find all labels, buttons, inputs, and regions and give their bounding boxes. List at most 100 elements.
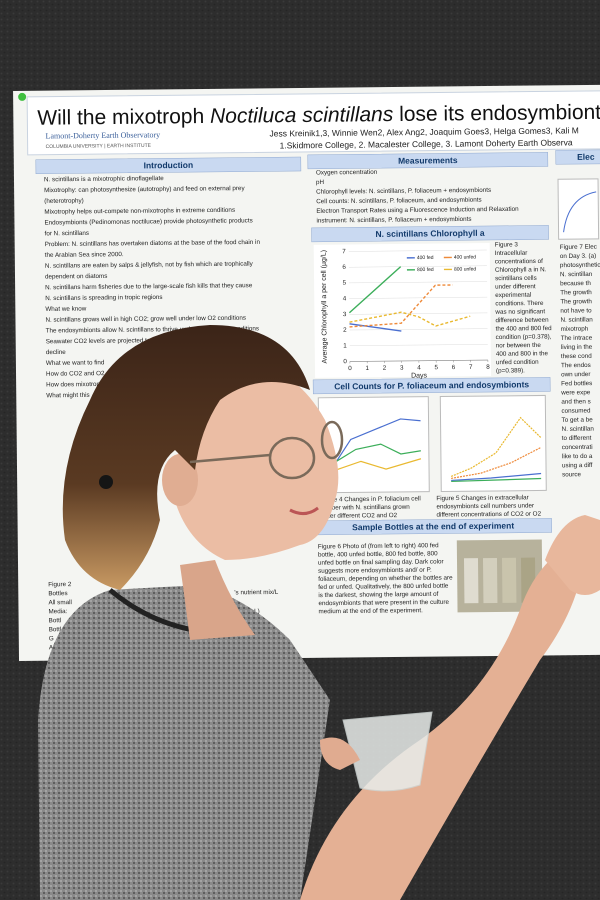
series-line [349,311,471,327]
y-tick-label: 6 [342,264,346,271]
x-tick-label: 8 [486,364,490,371]
section-line: The intrace [561,335,593,342]
section-line: own under [561,371,590,378]
y-tick-label: 2 [343,327,347,334]
cup [342,711,433,792]
section-line: fed or unfed. Qualitatively, the 800 unf… [318,583,449,591]
section-line: Fed bottles [561,380,592,387]
section-line: 400 and 800 in the [496,350,549,358]
x-tick-label: 5 [434,364,438,371]
logo-name: Lamont-Doherty Earth Observatory [45,130,160,140]
section-line: were expe [560,389,591,396]
section-line: Problem: N. scintillans has overtaken di… [45,239,261,248]
section-line: nor between the [496,342,542,349]
section-heading-bar [311,225,549,243]
section-line: Figure 6 Photo of (from left to right) 4… [318,542,439,550]
section-line: concentrati [562,444,593,451]
section-heading: Cell Counts for P. foliaceum and endosym… [334,379,529,391]
section-line: Chlorophyll levels: N. scintillans, P. f… [316,187,491,196]
series-line [349,323,402,332]
section-line: The growth [560,298,592,305]
section-line: Mixotrophy: can photosynthesize (autotro… [44,185,245,194]
methods-line: Al [49,644,55,651]
person [38,325,600,900]
section-line: N. scintillans grows well in high CO2; g… [45,315,246,324]
authors: Jess Kreinik1,3, Winnie Wen2, Alex Ang2,… [269,125,578,138]
section-line: is the darkest, showing the large amount… [318,591,438,599]
section-line: conditions. There [495,300,544,308]
section-line: medium at the end of the experiment. [318,607,423,615]
mouth [289,506,319,515]
methods-line: G [49,635,54,642]
section-line: Figure 3 [495,241,519,248]
section-line: living in the [561,344,593,351]
section-heading-bar [555,149,600,165]
grid-line [349,296,488,299]
hand [545,515,600,595]
series-line [349,284,453,328]
section-line: the 400 and 800 fed [496,325,553,333]
section-line: mixotroph [561,326,589,333]
y-axis-label: Average Chlorophyll a per cell (µg/L) [321,250,329,364]
section-line: pH [316,179,325,186]
section-line: unfed bottle on final sampling day. Dark… [318,558,444,566]
x-axis-label: Days [411,373,428,380]
glasses-lens [268,436,316,480]
logo-sub: COLUMBIA UNIVERSITY | EARTH INSTITUTE [46,143,152,150]
section-heading: N. scintillans Chlorophyll a [375,228,484,239]
section-line: was no significant [494,308,545,316]
title-part: Noctiluca scintillans [210,103,394,128]
section-heading: Measurements [398,155,458,166]
section-line: How does mixotroph [46,381,104,389]
section-line: N. scintillans is spreading in tropic re… [45,294,162,302]
hair-clip [99,475,113,489]
x-tick-label: 2 [383,365,387,372]
glasses-lens [320,420,344,460]
methods-line: All small [48,599,72,606]
poster: Will the mixotroph Noctiluca scintillans… [13,84,600,661]
section-line: How do CO2 and O2 ch [46,370,113,378]
x-tick-label: 3 [400,365,404,372]
section-line: What we know [45,306,86,313]
x-tick-label: 6 [452,364,456,371]
section-line: foliaceum, depending on whether the bott… [318,574,453,582]
section-line: number with N. scintillans grown [319,504,410,512]
section-line: because th [560,280,591,287]
figure-7-curve [563,191,597,233]
grid-line [349,328,488,331]
section-heading: Introduction [144,160,194,171]
hair [62,325,311,590]
section-line: Figure 7 Elec [560,244,597,251]
affiliations: 1.Skidmore College, 2. Macalester Colleg… [280,137,573,150]
section-line: for N. scintillans [45,230,90,237]
section-line: endosymbionts that were present in the c… [318,599,449,607]
section-line: Chlorophyll a in N. [495,266,547,274]
section-line: N. scintillan [560,271,593,278]
section-line: concentrations of [495,258,543,266]
section-line: dependent on diatoms [45,273,107,281]
y-tick-label: 5 [343,280,347,287]
title-part: Will the mixotroph [37,104,210,129]
series-line [348,266,402,314]
section-line: difference between [495,317,549,325]
y-tick-label: 3 [343,311,347,318]
section-line: and then s [561,398,590,405]
chlorophyll-chart: 0 1 2 3 4 5 6 7 0 1 2 3 4 5 6 7 8 Days Average Chlorophyll… [313,243,492,380]
figure-caption: Figure 5 Changes in extracellular [436,494,528,502]
section-line: N. scintillans harm fisheries due to the… [45,282,253,291]
section-line: What we want to find [46,359,105,367]
y-tick-label: 7 [342,248,346,255]
section-line: suggests more endosymbionts and/ or P. [318,567,432,575]
title-part: lose its endosymbionts in a hig [393,100,600,126]
methods-line: Bottles [48,590,67,597]
section-heading-bar [307,152,549,170]
section-line: scintillans cells [495,275,537,282]
cell-count-charts [317,394,547,494]
methods-line: Bottl [49,626,62,633]
header [26,90,600,156]
section-line: What might this [46,392,89,399]
section-line: N. scintillan [562,426,595,433]
methods-line: Figure 2 [48,581,72,588]
section-heading: Elec [577,152,595,162]
